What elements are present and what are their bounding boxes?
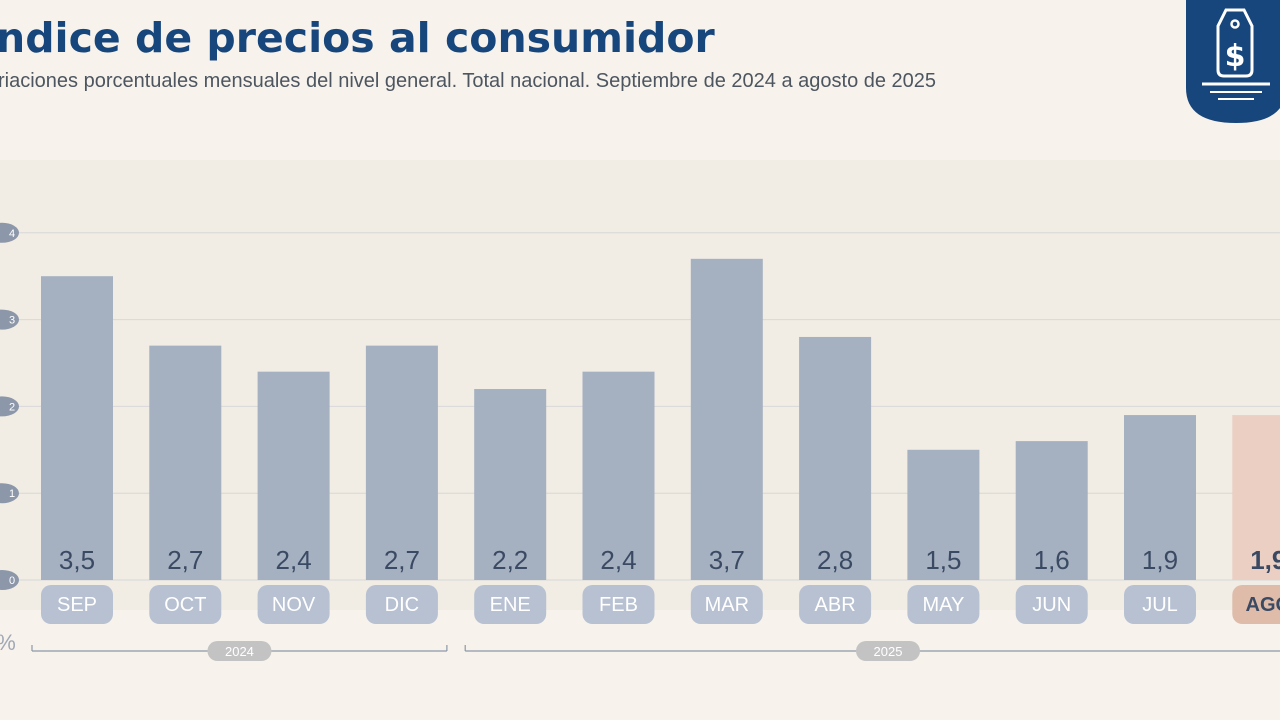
x-tick-label-jun: JUN bbox=[1032, 594, 1071, 616]
x-tick-label-ene: ENE bbox=[490, 594, 531, 616]
bar-oct bbox=[149, 345, 222, 580]
y-axis-marker-4 bbox=[0, 222, 19, 243]
bar-abr bbox=[799, 336, 872, 580]
month-pill-jul bbox=[1124, 585, 1196, 624]
year-pill-1 bbox=[856, 641, 920, 661]
x-tick-label-ago: AGO bbox=[1246, 594, 1280, 616]
year-label-2024: 2024 bbox=[225, 644, 254, 659]
y-axis-marker-3 bbox=[0, 309, 19, 330]
y-tick-label-1: 1 bbox=[9, 488, 15, 500]
month-pill-mar bbox=[690, 585, 763, 624]
y-tick-label-4: 4 bbox=[9, 228, 15, 240]
data-label-jul: 1,9 bbox=[1142, 545, 1178, 575]
y-axis-unit: % bbox=[0, 630, 16, 655]
data-label-mar: 3,7 bbox=[709, 545, 745, 575]
bar-mar bbox=[690, 258, 763, 580]
page-title: ndice de precios al consumidor bbox=[0, 14, 715, 62]
month-pill-ago bbox=[1232, 585, 1280, 624]
month-pill-feb bbox=[582, 585, 655, 624]
svg-text:$: $ bbox=[1225, 39, 1246, 74]
page-subtitle: riaciones porcentuales mensuales del niv… bbox=[0, 70, 937, 92]
y-tick-label-0: 0 bbox=[9, 575, 15, 587]
y-tick-label-2: 2 bbox=[9, 401, 15, 413]
x-tick-label-oct: OCT bbox=[164, 594, 206, 616]
bar-ago bbox=[1232, 415, 1280, 580]
month-pill-dic bbox=[365, 585, 438, 624]
y-axis-marker-0 bbox=[0, 570, 19, 590]
x-tick-label-nov: NOV bbox=[272, 594, 316, 616]
month-pill-abr bbox=[799, 585, 872, 624]
y-tick-label-3: 3 bbox=[9, 315, 15, 327]
x-tick-label-dic: DIC bbox=[385, 594, 419, 616]
x-tick-label-feb: FEB bbox=[599, 594, 638, 616]
y-axis-marker-2 bbox=[0, 396, 19, 417]
bar-nov bbox=[257, 371, 330, 580]
month-pill-oct bbox=[149, 585, 222, 624]
month-pill-sep bbox=[41, 585, 113, 624]
data-label-nov: 2,4 bbox=[276, 545, 312, 575]
bar-sep bbox=[41, 276, 113, 580]
data-label-oct: 2,7 bbox=[167, 545, 203, 575]
year-pill-0 bbox=[207, 641, 272, 661]
month-pill-nov bbox=[257, 585, 330, 624]
bar-ene bbox=[474, 389, 547, 580]
x-tick-label-abr: ABR bbox=[815, 594, 856, 616]
x-tick-label-mar: MAR bbox=[705, 594, 749, 616]
x-tick-label-jul: JUL bbox=[1142, 594, 1178, 616]
data-label-may: 1,5 bbox=[925, 545, 961, 575]
data-label-ago: 1,9 bbox=[1250, 545, 1280, 575]
data-label-jun: 1,6 bbox=[1034, 545, 1070, 575]
bar-jun bbox=[1015, 441, 1088, 580]
y-axis-marker-1 bbox=[0, 483, 19, 504]
month-pill-may bbox=[907, 585, 980, 624]
month-pill-jun bbox=[1015, 585, 1088, 624]
data-label-dic: 2,7 bbox=[384, 545, 420, 575]
bar-jul bbox=[1124, 415, 1196, 580]
bar-dic bbox=[365, 345, 438, 580]
year-label-2025: 2025 bbox=[874, 644, 903, 659]
bar-may bbox=[907, 449, 980, 580]
bar-feb bbox=[582, 371, 655, 580]
data-label-ene: 2,2 bbox=[492, 545, 528, 575]
data-label-sep: 3,5 bbox=[59, 545, 95, 575]
month-pill-ene bbox=[474, 585, 547, 624]
price-tag-dollar-icon: $ bbox=[1186, 0, 1280, 123]
x-tick-label-may: MAY bbox=[922, 594, 964, 616]
x-tick-label-sep: SEP bbox=[57, 594, 97, 616]
data-label-abr: 2,8 bbox=[817, 545, 853, 575]
data-label-feb: 2,4 bbox=[600, 545, 636, 575]
